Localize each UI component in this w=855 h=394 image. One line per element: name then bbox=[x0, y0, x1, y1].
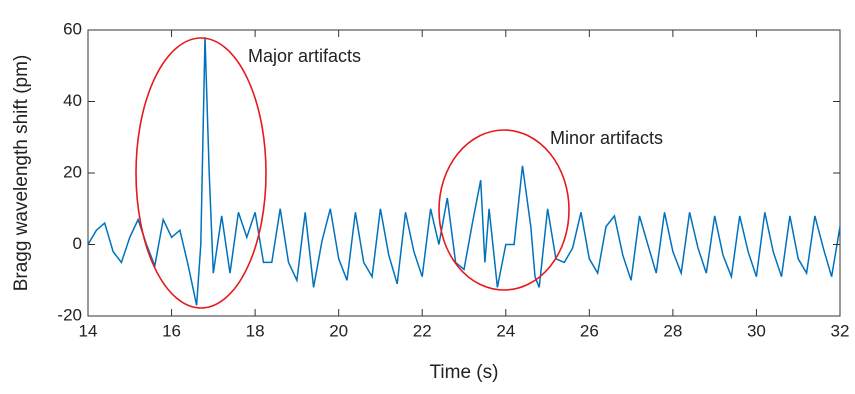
x-tick-label: 32 bbox=[831, 321, 850, 340]
x-tick-label: 28 bbox=[663, 321, 682, 340]
annotation: Minor artifacts bbox=[550, 128, 663, 148]
x-tick-label: 14 bbox=[79, 321, 98, 340]
data-line bbox=[87, 37, 841, 306]
y-tick-label: 20 bbox=[63, 162, 82, 181]
y-tick-label: 0 bbox=[73, 234, 82, 253]
x-tick-label: 24 bbox=[496, 321, 515, 340]
y-axis-label: Bragg wavelength shift (pm) bbox=[11, 55, 32, 292]
y-tick-label: 40 bbox=[63, 91, 82, 110]
x-axis-label: Time (s) bbox=[430, 362, 499, 383]
x-tick-label: 20 bbox=[329, 321, 348, 340]
x-tick-label: 16 bbox=[162, 321, 181, 340]
x-tick-label: 22 bbox=[413, 321, 432, 340]
annotation-ellipse bbox=[135, 37, 267, 309]
plot bbox=[87, 37, 841, 306]
y-tick-label: -20 bbox=[57, 305, 82, 324]
x-tick-label: 18 bbox=[246, 321, 265, 340]
y-tick-label: 60 bbox=[63, 19, 82, 38]
x-tick-label: 26 bbox=[580, 321, 599, 340]
annotation: Major artifacts bbox=[248, 46, 361, 66]
x-tick-label: 30 bbox=[747, 321, 766, 340]
annotation-ellipse bbox=[438, 129, 570, 291]
